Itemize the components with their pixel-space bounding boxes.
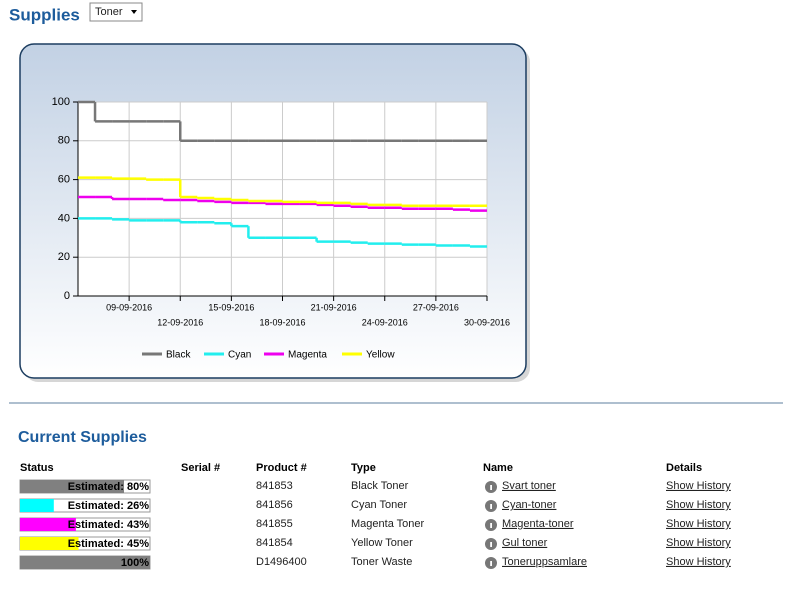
legend-label: Magenta: [288, 350, 327, 361]
supply-type: Cyan Toner: [351, 499, 407, 511]
x-tick-label: 24-09-2016: [362, 317, 408, 327]
select[interactable]: [89, 2, 143, 22]
name-link[interactable]: Cyan-toner: [502, 499, 557, 511]
product-number: D1496400: [256, 556, 307, 568]
supply-type: Toner Waste: [351, 556, 412, 568]
status-bar: [20, 556, 150, 569]
supply-type: Magenta Toner: [351, 518, 425, 530]
page-title: Supplies: [9, 5, 80, 24]
legend-label: Black: [166, 350, 191, 361]
status-bar: [20, 499, 54, 512]
name-link[interactable]: Gul toner: [502, 537, 548, 549]
product-number: 841854: [256, 537, 293, 549]
column-header: Serial #: [181, 462, 220, 474]
x-tick-label: 30-09-2016: [464, 317, 510, 327]
status-label: Estimated: 80%: [68, 481, 150, 493]
x-tick-label: 15-09-2016: [208, 302, 254, 312]
info-glyph[interactable]: [490, 523, 492, 528]
supplies-table: Status Serial # Product # Type Name Details Es…: [19, 462, 731, 570]
show-history-link[interactable]: Show History: [666, 480, 731, 492]
x-tick-label: 27-09-2016: [413, 302, 459, 312]
show-history-link[interactable]: Show History: [666, 556, 731, 568]
column-header: Status: [20, 462, 54, 474]
column-header: Details: [666, 462, 702, 474]
legend-label: Yellow: [366, 350, 395, 361]
y-tick-label: 20: [58, 251, 70, 263]
name-link[interactable]: Svart toner: [502, 480, 556, 492]
section-title: Current Supplies: [18, 429, 147, 446]
y-tick-label: 40: [58, 212, 70, 224]
status-label: 100%: [121, 557, 149, 569]
column-header: Product #: [256, 462, 307, 474]
y-tick-label: 60: [58, 174, 70, 186]
supply-type: Black Toner: [351, 480, 409, 492]
status-label: Estimated: 26%: [68, 500, 150, 512]
select-value[interactable]: Toner: [95, 6, 123, 18]
info-glyph[interactable]: [490, 485, 492, 490]
x-tick-label: 09-09-2016: [106, 302, 152, 312]
status-bar: [20, 518, 76, 531]
product-number: 841855: [256, 518, 293, 530]
x-tick-label: 18-09-2016: [259, 317, 305, 327]
name-link[interactable]: Magenta-toner: [502, 518, 574, 530]
y-tick-label: 80: [58, 135, 70, 147]
product-number: 841856: [256, 499, 293, 511]
select-arrow[interactable]: [131, 10, 137, 14]
product-number: 841853: [256, 480, 293, 492]
x-tick-label: 12-09-2016: [157, 317, 203, 327]
status-bar: [20, 537, 79, 550]
column-header: Type: [351, 462, 376, 474]
legend-label: Cyan: [228, 350, 251, 361]
x-tick-label: 21-09-2016: [311, 302, 357, 312]
status-bar: [20, 480, 124, 493]
status-label: Estimated: 43%: [68, 519, 150, 531]
info-glyph[interactable]: [490, 542, 492, 547]
chart: 0 20 40 60 80 100 09-09-2016 12-09-2016 15-09-20…: [52, 96, 510, 361]
info-glyph[interactable]: [490, 504, 492, 509]
show-history-link[interactable]: Show History: [666, 518, 731, 530]
name-link[interactable]: Toneruppsamlare: [502, 556, 587, 568]
status-label: Estimated: 45%: [68, 538, 150, 550]
column-header: Name: [483, 462, 513, 474]
show-history-link[interactable]: Show History: [666, 499, 731, 511]
show-history-link[interactable]: Show History: [666, 537, 731, 549]
y-tick-label: 0: [64, 290, 70, 302]
y-tick-label: 100: [52, 96, 70, 108]
supply-type: Yellow Toner: [351, 537, 413, 549]
info-glyph[interactable]: [490, 561, 492, 566]
